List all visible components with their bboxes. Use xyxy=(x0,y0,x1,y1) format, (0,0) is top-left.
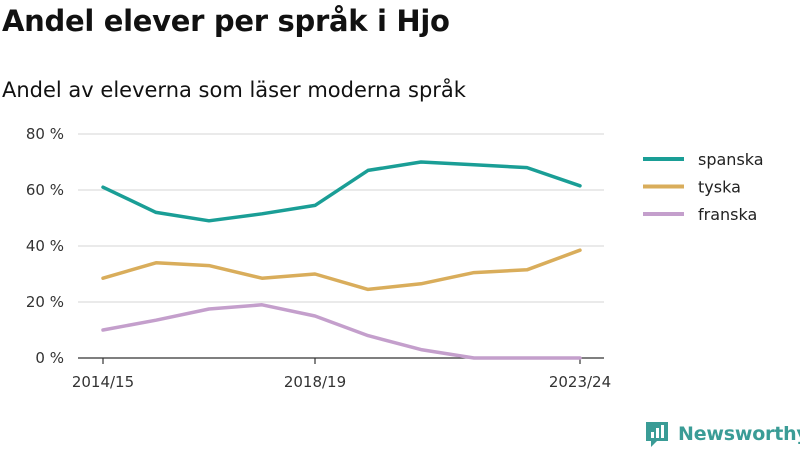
legend-label-spanska: spanska xyxy=(698,150,764,169)
newsworthy-branding: Newsworthy xyxy=(644,420,800,448)
x-axis: 2014/15 2018/19 2023/24 xyxy=(72,357,611,391)
chart-title: Andel elever per språk i Hjo xyxy=(2,4,450,38)
chart-subtitle: Andel av eleverna som läser moderna språ… xyxy=(2,78,466,102)
y-tick-label: 80 % xyxy=(26,125,64,143)
series-line-franska xyxy=(101,303,582,360)
y-tick-label: 60 % xyxy=(26,181,64,199)
newsworthy-logo-icon xyxy=(646,422,668,447)
x-tick-label: 2014/15 xyxy=(72,373,134,391)
chart-legend: spanska tyska franska xyxy=(643,150,764,224)
y-axis: 0 % 20 % 40 % 60 % 80 % xyxy=(26,125,64,367)
legend-label-franska: franska xyxy=(698,205,757,224)
y-tick-label: 20 % xyxy=(26,293,64,311)
y-tick-label: 40 % xyxy=(26,237,64,255)
chart-gridlines xyxy=(78,133,604,303)
series-line-tyska xyxy=(101,248,582,292)
chart-series xyxy=(101,160,582,360)
x-tick-label: 2018/19 xyxy=(284,373,346,391)
legend-label-tyska: tyska xyxy=(698,178,741,197)
brand-name: Newsworthy xyxy=(678,423,800,445)
series-line-spanska xyxy=(101,160,582,223)
x-tick-label: 2023/24 xyxy=(549,373,611,391)
y-tick-label: 0 % xyxy=(35,349,64,367)
